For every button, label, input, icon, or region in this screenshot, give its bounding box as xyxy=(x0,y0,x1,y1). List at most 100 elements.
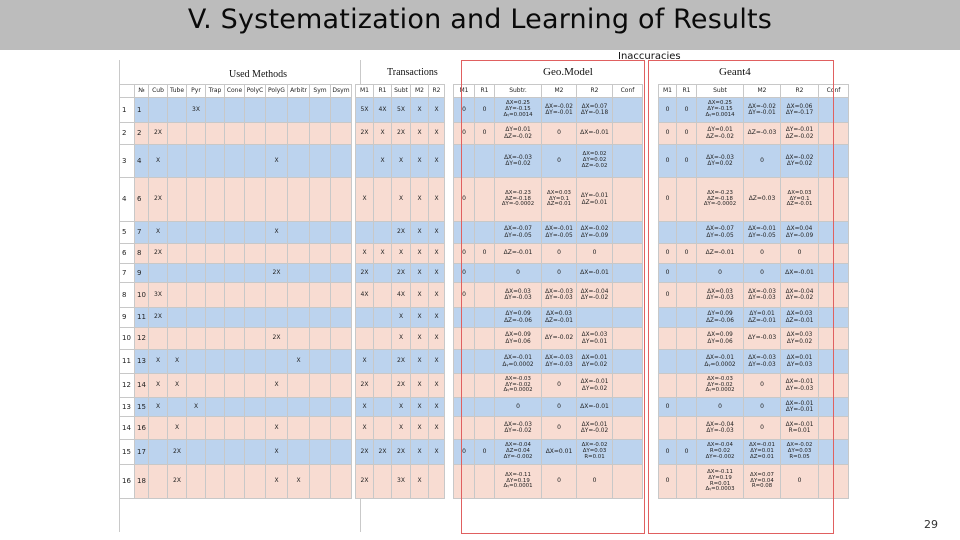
inaccuracies-header: Inaccuracies xyxy=(618,51,681,62)
table-cell: 0 xyxy=(658,464,677,499)
table-cell xyxy=(612,416,643,440)
table-cell: X xyxy=(391,177,411,222)
table-row: 8 10 3X 4X 4X X X 0 ΔX=0.03 ΔY=-0.03 ΔX=-0.03 ΔY=… xyxy=(119,282,849,308)
page-number: 29 xyxy=(924,518,938,531)
table-cell xyxy=(612,97,643,123)
table-cell xyxy=(612,243,643,264)
row-index: 2 xyxy=(119,122,135,145)
table-cell: X xyxy=(410,263,429,283)
table-cell xyxy=(309,144,331,178)
column-gap xyxy=(351,97,356,123)
table-row: 12 14 X X X 2X 2X X X ΔX=-0.03 ΔY=-0.02 Δᵧ=0.0002… xyxy=(119,373,849,398)
table-cell: X xyxy=(391,327,411,350)
table-cell xyxy=(453,464,475,499)
table-cell xyxy=(224,97,245,123)
column-gap xyxy=(351,307,356,328)
table-cell: 2X xyxy=(355,263,374,283)
column-gap xyxy=(642,221,659,244)
table-cell xyxy=(224,122,245,145)
column-gap xyxy=(351,439,356,465)
table-cell: 4X xyxy=(355,282,374,308)
table-cell: X xyxy=(428,177,445,222)
table-cell: X xyxy=(410,327,429,350)
table-cell: X xyxy=(148,397,168,417)
table-cell xyxy=(244,416,266,440)
column-header: R2 xyxy=(428,84,445,98)
column-gap xyxy=(444,122,454,145)
table-cell: ΔX=0.25 ΔY=-0.15 Δᵧ=0.0014 xyxy=(494,97,542,123)
table-cell xyxy=(167,144,187,178)
row-index: 7 xyxy=(119,263,135,283)
table-cell: ΔX=0.25 ΔY=-0.15 Δᵧ=0.0014 xyxy=(696,97,744,123)
table-cell: 3X xyxy=(391,464,411,499)
table-cell: 2X xyxy=(355,373,374,398)
table-cell xyxy=(309,349,331,374)
table-cell xyxy=(309,122,331,145)
table-cell xyxy=(167,122,187,145)
table-cell xyxy=(373,349,392,374)
table-cell: X xyxy=(148,349,168,374)
table-cell xyxy=(186,243,206,264)
table-cell xyxy=(330,416,352,440)
results-table: № Cub Tube Pyr Trap Cone PolyC PolyG Arbitr Sym Ds… xyxy=(119,84,849,499)
table-cell: X xyxy=(355,349,374,374)
table-cell: 0 xyxy=(453,97,475,123)
table-cell xyxy=(287,221,310,244)
table-cell xyxy=(205,464,225,499)
table-row: 13 15 X X X X X X 0 0 ΔX=-0.01 0 0 0 ΔX=-0.01 ΔY=-0.01 xyxy=(119,397,849,417)
table-cell xyxy=(148,464,168,499)
table-cell: 0 xyxy=(474,439,495,465)
table-cell: 2X xyxy=(148,177,168,222)
column-gap xyxy=(642,307,659,328)
table-row: 15 17 2X X 2X 2X 2X X X 0 0 ΔX=-0.04 ΔZ=0.04 ΔY=-0.… xyxy=(119,439,849,465)
table-cell xyxy=(244,397,266,417)
table-cell: ΔX=-0.03 ΔY=0.02 xyxy=(494,144,542,178)
table-cell xyxy=(244,97,266,123)
table-cell: 0 xyxy=(494,397,542,417)
column-gap xyxy=(444,177,454,222)
table-cell xyxy=(330,349,352,374)
row-index: 16 xyxy=(119,464,135,499)
table-cell: ΔX=-0.02 ΔY=-0.09 xyxy=(576,221,613,244)
row-index: 3 xyxy=(119,144,135,178)
table-cell: ΔX=-0.01 ΔY=-0.01 xyxy=(780,397,819,417)
table-cell: ΔX=-0.03 ΔY=-0.02 Δᵧ=0.0002 xyxy=(696,373,744,398)
column-gap xyxy=(351,84,356,98)
table-row: 1 1 3X 5X 4X 5X X X 0 0 ΔX=0.25 ΔY=-0.15 Δᵧ=0.0014… xyxy=(119,97,849,123)
method-number-cell: 14 xyxy=(134,373,149,398)
geant4-header: Geant4 xyxy=(719,66,751,78)
column-header: Pyr xyxy=(186,84,206,98)
table-cell: ΔY=0.01 ΔZ=-0.02 xyxy=(696,122,744,145)
table-cell: ΔX=-0.03 ΔY=-0.02 Δᵧ=0.0002 xyxy=(494,373,542,398)
table-cell: ΔX=-0.04 R=0.02 ΔY=-0.002 xyxy=(696,439,744,465)
table-cell xyxy=(244,373,266,398)
table-cell xyxy=(224,397,245,417)
table-cell: ΔZ=-0.01 xyxy=(494,243,542,264)
table-cell xyxy=(186,439,206,465)
column-header: Conf xyxy=(612,84,643,98)
table-cell: 2X xyxy=(391,349,411,374)
table-cell xyxy=(373,464,392,499)
row-index: 1 xyxy=(119,97,135,123)
table-cell xyxy=(287,397,310,417)
method-number-cell: 7 xyxy=(134,221,149,244)
table-cell: X xyxy=(428,243,445,264)
table-cell: X xyxy=(428,97,445,123)
column-gap xyxy=(444,349,454,374)
table-cell xyxy=(287,144,310,178)
table-cell xyxy=(676,464,697,499)
table-cell: X xyxy=(355,416,374,440)
column-gap xyxy=(444,144,454,178)
column-gap xyxy=(642,243,659,264)
method-number-cell: 9 xyxy=(134,263,149,283)
method-number-cell: 2 xyxy=(134,122,149,145)
table-cell: 0 xyxy=(541,397,577,417)
table-cell xyxy=(186,282,206,308)
table-cell: X xyxy=(265,464,288,499)
table-cell xyxy=(612,307,643,328)
table-cell: X xyxy=(410,122,429,145)
table-cell: X xyxy=(391,307,411,328)
column-gap xyxy=(444,263,454,283)
table-cell xyxy=(148,439,168,465)
table-cell xyxy=(205,307,225,328)
